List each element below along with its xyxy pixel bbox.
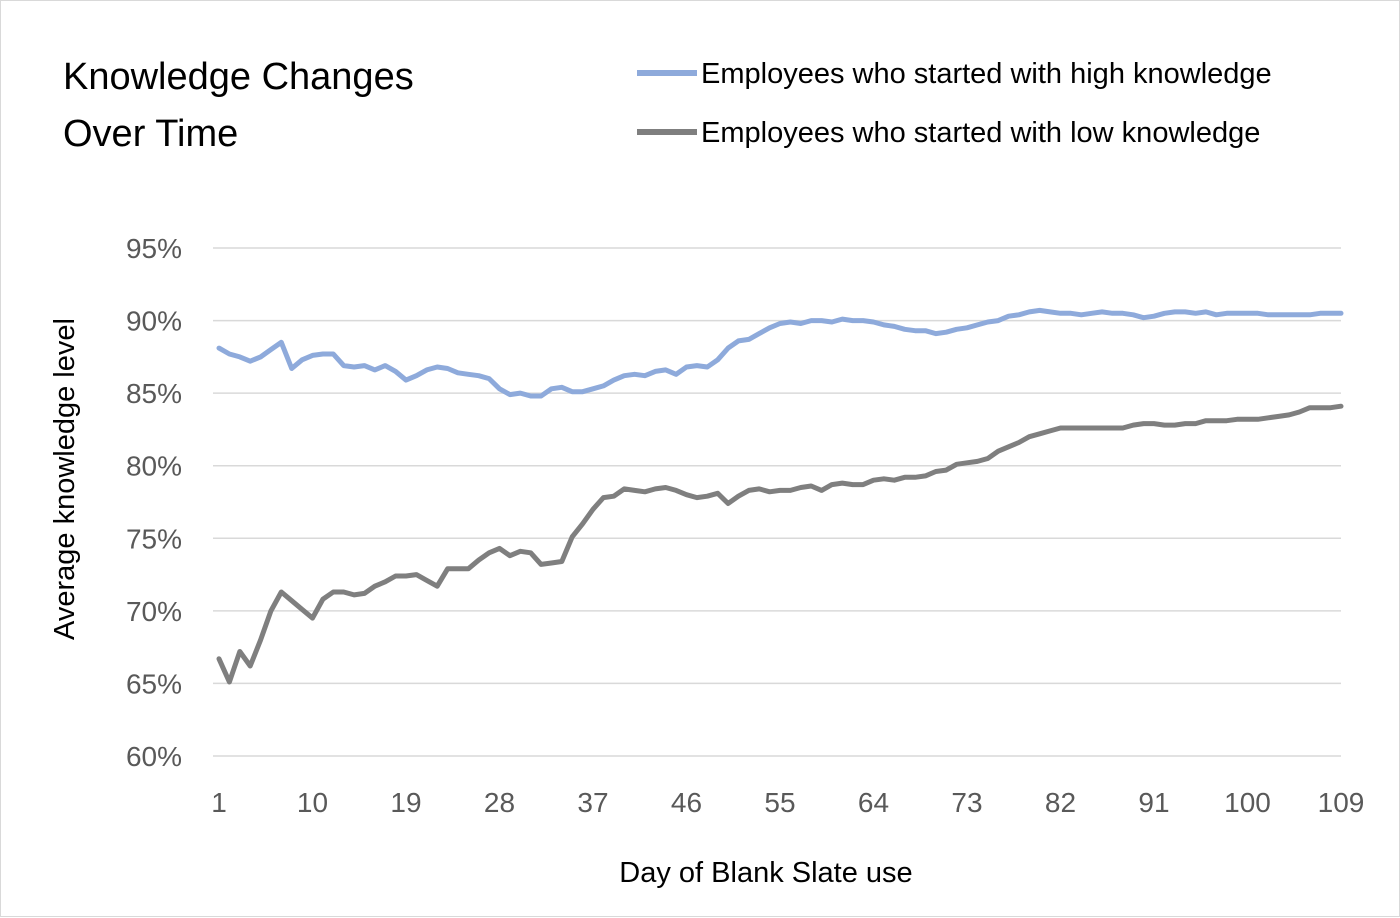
series-lines xyxy=(216,307,1344,685)
x-tick-label: 46 xyxy=(671,787,702,818)
x-axis-title: Day of Blank Slate use xyxy=(619,857,912,889)
y-axis-title: Average knowledge level xyxy=(49,318,81,640)
x-tick-label: 100 xyxy=(1224,787,1271,818)
legend-label-high: Employees who started with high knowledg… xyxy=(701,58,1272,90)
x-tick-label: 64 xyxy=(858,787,889,818)
y-axis-ticks: 60% 65% 70% 75% 80% 85% 90% 95% xyxy=(126,233,182,772)
chart-title-line-2: Over Time xyxy=(63,113,238,155)
series-line-high-knowledge xyxy=(216,307,1344,399)
x-tick-label: 91 xyxy=(1138,787,1169,818)
y-tick-label: 95% xyxy=(126,233,182,264)
x-tick-label: 55 xyxy=(764,787,795,818)
x-tick-label: 37 xyxy=(577,787,608,818)
y-tick-label: 70% xyxy=(126,596,182,627)
series-line-low-knowledge xyxy=(216,403,1344,685)
y-tick-label: 65% xyxy=(126,668,182,699)
chart-title-line-1: Knowledge Changes xyxy=(63,56,414,98)
x-tick-label: 28 xyxy=(484,787,515,818)
x-tick-label: 82 xyxy=(1045,787,1076,818)
x-tick-label: 10 xyxy=(297,787,328,818)
legend-label-low: Employees who started with low knowledge xyxy=(701,117,1260,149)
y-tick-label: 60% xyxy=(126,741,182,772)
legend: Employees who started with high knowledg… xyxy=(637,58,1272,149)
y-tick-label: 75% xyxy=(126,523,182,554)
y-tick-label: 90% xyxy=(126,306,182,337)
x-axis-ticks: 1 10 19 28 37 46 55 64 73 82 91 100 109 xyxy=(211,787,1364,818)
gridlines xyxy=(213,247,1341,757)
x-tick-label: 109 xyxy=(1318,787,1365,818)
x-tick-label: 1 xyxy=(211,787,227,818)
y-tick-label: 80% xyxy=(126,451,182,482)
y-tick-label: 85% xyxy=(126,378,182,409)
x-tick-label: 19 xyxy=(390,787,421,818)
x-tick-label: 73 xyxy=(951,787,982,818)
